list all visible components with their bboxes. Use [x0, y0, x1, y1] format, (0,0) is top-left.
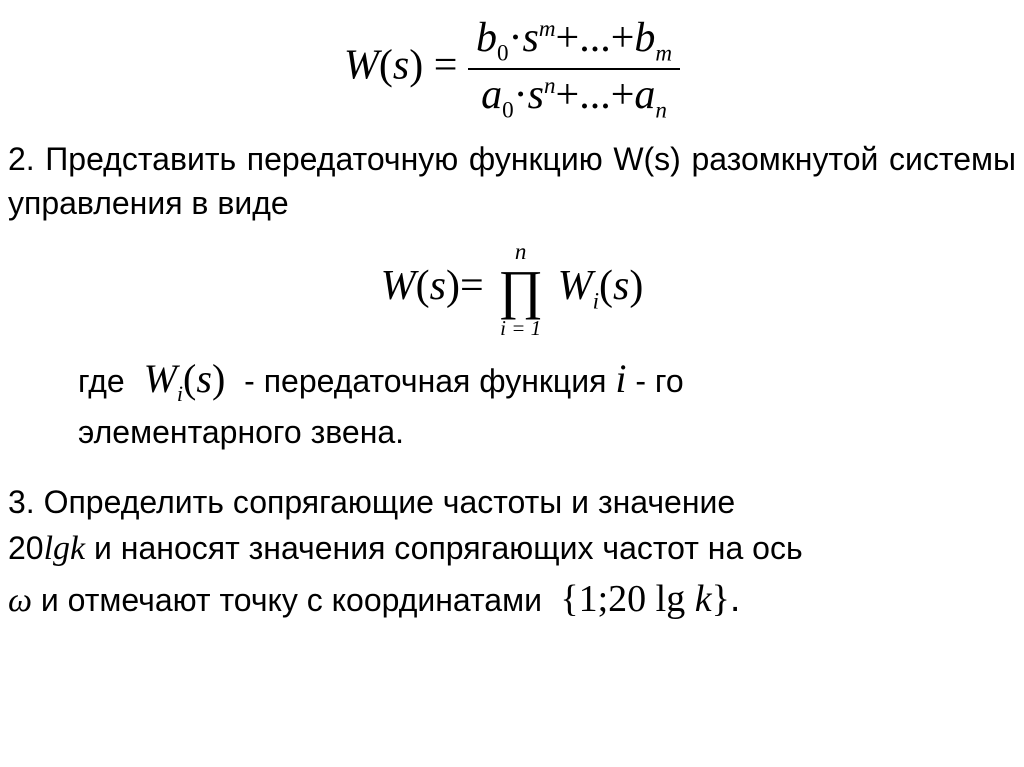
eq2-lhs: W(s)	[381, 263, 460, 309]
product-operator: n ∏ i = 1	[498, 240, 543, 339]
where-prefix: где	[78, 363, 134, 399]
eq2-rhs: Wi(s)	[558, 263, 644, 309]
p3-20: 20	[8, 530, 44, 566]
p3-l3b: и отмечают точку с координатами	[32, 582, 551, 618]
prod-symbol: ∏	[498, 263, 543, 318]
p3-omega: ω	[8, 582, 32, 619]
step-2-text: 2. Представить передаточную функцию W(s)…	[8, 137, 1016, 227]
eq1-lhs: W(s)	[344, 42, 423, 88]
prod-lower: i = 1	[498, 318, 543, 339]
eq1-fraction: b0·sm+...+bm a0·sn+...+an	[468, 15, 680, 123]
p3-coords: {1;20 lg k}.	[551, 578, 741, 620]
eq1-numerator: b0·sm+...+bm	[468, 15, 680, 70]
where-text1: - передаточная функция	[244, 363, 615, 399]
equation-transfer-function: W(s) = b0·sm+...+bm a0·sn+...+an	[8, 15, 1016, 123]
eq1-denominator: a0·sn+...+an	[468, 70, 680, 123]
where-line2: элементарного звена.	[78, 414, 404, 450]
eq1-equals: =	[434, 42, 458, 88]
equation-product: W(s)= n ∏ i = 1 Wi(s)	[8, 240, 1016, 339]
eq2-equals: =	[460, 263, 484, 309]
step-3-text: 3. Определить сопрягающие частоты и знач…	[8, 480, 1016, 626]
where-i: i	[615, 356, 626, 401]
step-2-where: где Wi(s) - передаточная функция i - го …	[8, 351, 1016, 455]
p3-l1: 3. Определить сопрягающие частоты и знач…	[8, 484, 735, 520]
where-math: Wi(s)	[134, 356, 236, 401]
where-text2: - го	[626, 363, 683, 399]
p3-l2c: и наносят значения сопрягающих частот на…	[85, 530, 802, 566]
p3-lgk: lgk	[44, 530, 86, 567]
